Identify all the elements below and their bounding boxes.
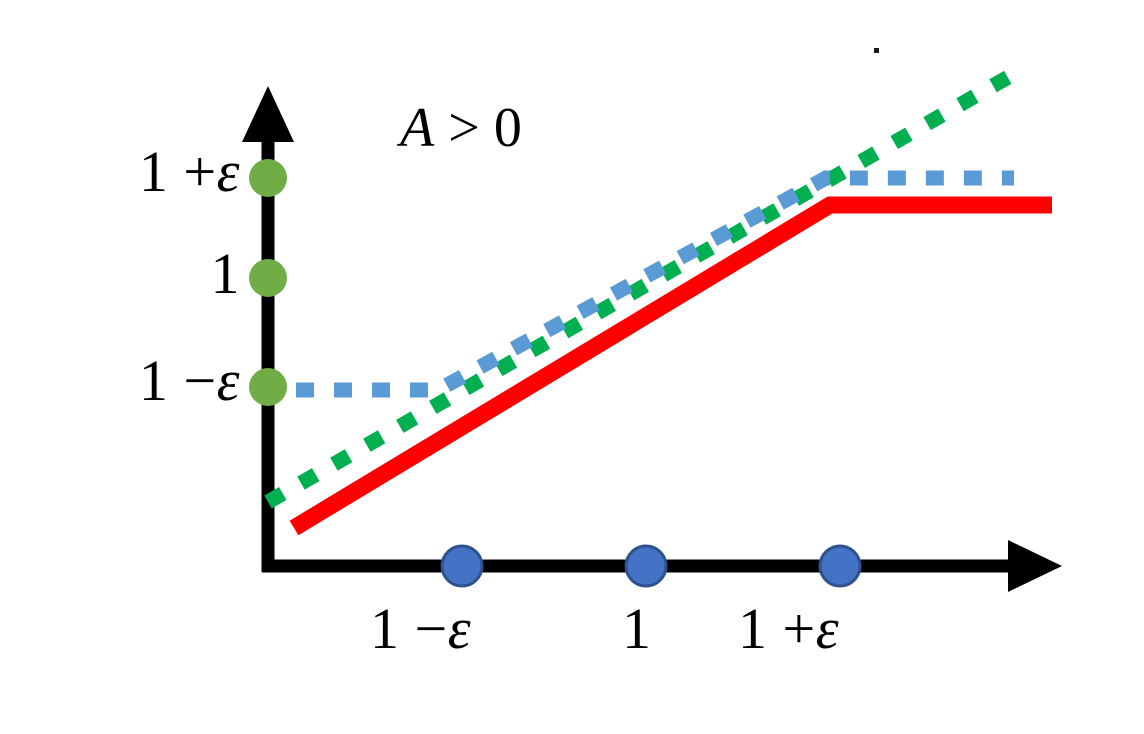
x-tick-label-1-minus-eps: 1 −ε bbox=[370, 600, 471, 658]
y-tick-eps-0: ε bbox=[216, 139, 240, 204]
identity-line-series bbox=[264, 61, 1028, 509]
x-tick-base-1: 1 bbox=[622, 596, 652, 661]
y-axis-markers bbox=[249, 159, 287, 406]
y-marker-1-plus-eps[interactable] bbox=[249, 159, 287, 197]
x-marker-1-minus-eps[interactable] bbox=[440, 544, 484, 588]
title-relation: > bbox=[448, 97, 480, 159]
y-marker-1[interactable] bbox=[249, 259, 287, 297]
y-marker-1-minus-eps[interactable] bbox=[249, 368, 287, 406]
y-tick-eps-2: ε bbox=[216, 348, 240, 413]
x-axis-arrow-icon bbox=[1008, 540, 1062, 592]
x-tick-base-0: 1 − bbox=[370, 596, 448, 661]
x-tick-eps-0: ε bbox=[447, 596, 472, 661]
y-tick-base-1: 1 bbox=[210, 241, 240, 306]
y-tick-label-1-plus-eps: 1 +ε bbox=[40, 143, 240, 201]
x-marker-1[interactable] bbox=[624, 544, 668, 588]
x-axis-markers bbox=[440, 544, 862, 588]
axes-group bbox=[242, 86, 1062, 592]
x-tick-label-1: 1 bbox=[622, 600, 652, 658]
artifact-speck bbox=[874, 48, 879, 53]
y-tick-label-1-minus-eps: 1 −ε bbox=[40, 352, 240, 410]
title-value: 0 bbox=[493, 97, 522, 159]
y-tick-base-2: 1 − bbox=[138, 348, 217, 413]
x-tick-eps-2: ε bbox=[815, 596, 840, 661]
plot-title: A > 0 bbox=[400, 100, 522, 156]
x-tick-label-1-plus-eps: 1 +ε bbox=[738, 600, 839, 658]
green-dotted-line bbox=[264, 61, 1028, 509]
y-tick-base-0: 1 + bbox=[138, 139, 217, 204]
x-tick-base-2: 1 + bbox=[738, 596, 816, 661]
title-variable: A bbox=[400, 97, 435, 159]
red-solid-line bbox=[289, 196, 1052, 536]
y-tick-label-1: 1 bbox=[40, 245, 240, 303]
y-axis-arrow-icon bbox=[242, 86, 294, 142]
x-marker-1-plus-eps[interactable] bbox=[818, 544, 862, 588]
clipped-lower-curve-series bbox=[289, 196, 1052, 536]
